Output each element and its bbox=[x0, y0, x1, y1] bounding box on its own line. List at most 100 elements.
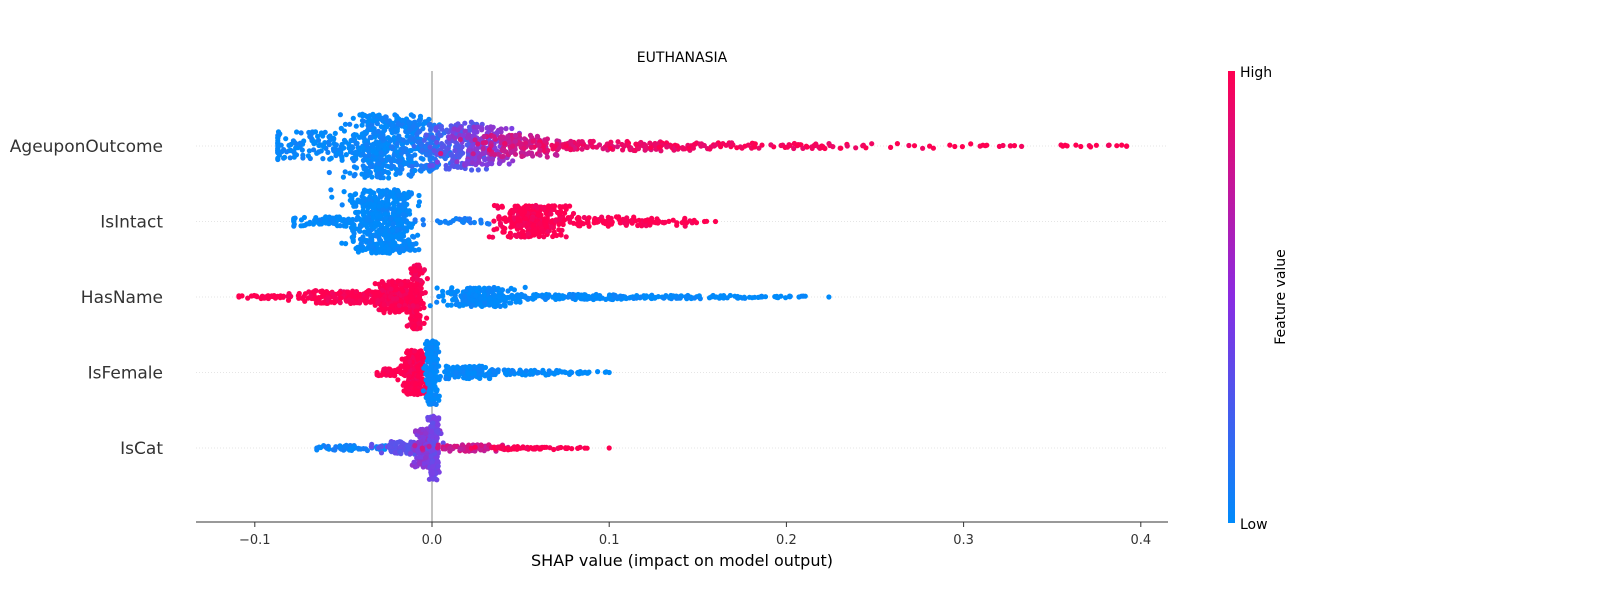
shap-point bbox=[406, 353, 412, 359]
shap-point bbox=[618, 293, 624, 299]
shap-point bbox=[720, 141, 726, 147]
shap-point bbox=[399, 440, 405, 446]
shap-point bbox=[462, 293, 468, 299]
shap-point bbox=[435, 430, 441, 436]
shap-point bbox=[553, 151, 559, 157]
shap-point bbox=[356, 216, 362, 222]
shap-point bbox=[647, 140, 653, 146]
shap-point bbox=[510, 158, 516, 164]
shap-point bbox=[376, 248, 382, 254]
shap-point bbox=[476, 371, 482, 377]
shap-point bbox=[514, 446, 520, 452]
shap-point bbox=[536, 233, 543, 239]
shap-point bbox=[619, 141, 625, 148]
shap-point bbox=[507, 300, 513, 306]
shap-point bbox=[927, 143, 933, 149]
shap-point bbox=[481, 285, 487, 291]
shap-point bbox=[337, 112, 343, 118]
shap-point bbox=[397, 444, 403, 450]
shap-point bbox=[499, 154, 505, 160]
shap-point bbox=[470, 142, 476, 148]
shap-point bbox=[385, 193, 391, 200]
shap-point bbox=[336, 214, 342, 220]
shap-point bbox=[376, 161, 382, 167]
shap-point bbox=[348, 446, 354, 452]
shap-point bbox=[515, 216, 521, 222]
shap-point bbox=[429, 460, 435, 466]
shap-point bbox=[300, 223, 306, 229]
shap-point bbox=[340, 174, 346, 180]
shap-point bbox=[713, 142, 719, 148]
shap-point bbox=[752, 141, 758, 147]
shap-point bbox=[416, 192, 422, 199]
shap-point bbox=[491, 368, 497, 374]
shap-point bbox=[397, 449, 403, 455]
shap-point bbox=[331, 148, 337, 154]
shap-point bbox=[418, 349, 424, 355]
shap-point bbox=[389, 279, 395, 285]
shap-point bbox=[625, 142, 631, 148]
shap-point bbox=[429, 424, 436, 430]
shap-point bbox=[631, 214, 637, 220]
shap-point bbox=[330, 220, 337, 226]
shap-point bbox=[572, 145, 578, 151]
shap-point bbox=[351, 230, 357, 237]
shap-point bbox=[774, 294, 780, 300]
shap-point bbox=[486, 147, 492, 153]
shap-point bbox=[345, 289, 351, 295]
shap-point bbox=[397, 231, 403, 238]
shap-point bbox=[455, 143, 461, 149]
shap-point bbox=[283, 136, 289, 142]
shap-point bbox=[685, 295, 691, 301]
shap-point bbox=[351, 158, 357, 164]
shap-point bbox=[441, 298, 447, 304]
shap-point bbox=[396, 209, 402, 215]
shap-point bbox=[606, 369, 612, 376]
shap-point bbox=[503, 446, 509, 452]
shap-point bbox=[315, 133, 321, 139]
shap-point bbox=[414, 304, 420, 310]
shap-point bbox=[358, 224, 364, 230]
shap-point bbox=[552, 144, 558, 150]
shap-point bbox=[500, 148, 506, 154]
shap-point bbox=[282, 154, 288, 160]
shap-point bbox=[394, 140, 400, 146]
shap-point bbox=[390, 221, 396, 227]
shap-point bbox=[419, 147, 425, 153]
shap-point bbox=[360, 234, 366, 240]
shap-point bbox=[366, 152, 372, 158]
shap-point bbox=[952, 143, 958, 150]
shap-point bbox=[446, 134, 453, 140]
shap-point bbox=[685, 145, 692, 152]
shap-point bbox=[421, 305, 427, 311]
shap-point bbox=[396, 133, 402, 139]
shap-point bbox=[472, 137, 478, 143]
shap-point bbox=[759, 142, 765, 148]
shap-point bbox=[563, 445, 569, 451]
shap-point bbox=[432, 392, 438, 398]
shap-point bbox=[436, 293, 442, 300]
shap-point bbox=[383, 228, 389, 234]
shap-point bbox=[299, 147, 305, 153]
shap-point bbox=[353, 132, 359, 138]
shap-point bbox=[317, 217, 323, 223]
shap-point bbox=[608, 139, 614, 145]
shap-point bbox=[431, 370, 437, 376]
shap-point bbox=[410, 303, 416, 309]
shap-point bbox=[386, 175, 392, 181]
shap-point bbox=[311, 147, 317, 153]
shap-point bbox=[484, 162, 490, 168]
shap-point bbox=[911, 143, 918, 149]
shap-point bbox=[364, 209, 370, 215]
shap-point bbox=[412, 443, 418, 449]
shap-point bbox=[291, 150, 297, 156]
x-tick-label: −0.1 bbox=[239, 533, 271, 548]
shap-point bbox=[365, 146, 371, 152]
shap-point bbox=[400, 117, 406, 123]
shap-point bbox=[489, 161, 495, 167]
shap-point bbox=[359, 198, 366, 204]
shap-point bbox=[510, 223, 517, 229]
shap-point bbox=[411, 234, 417, 240]
shap-point bbox=[367, 134, 373, 140]
shap-point bbox=[430, 134, 436, 141]
